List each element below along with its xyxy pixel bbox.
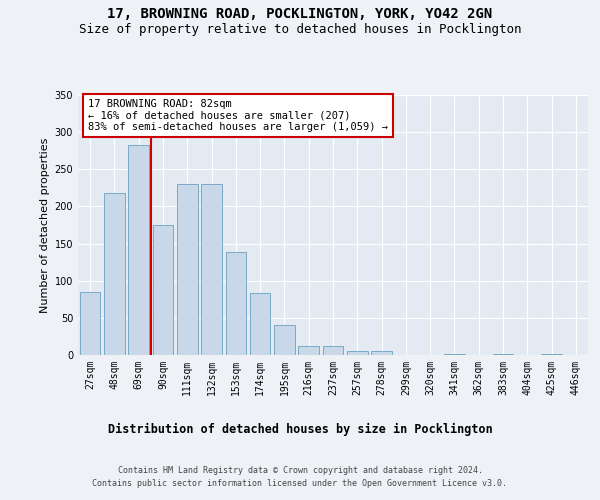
- Bar: [274, 326, 295, 355]
- Bar: [250, 294, 271, 355]
- Bar: [298, 346, 319, 355]
- Bar: [226, 252, 246, 355]
- Text: 17 BROWNING ROAD: 82sqm
← 16% of detached houses are smaller (207)
83% of semi-d: 17 BROWNING ROAD: 82sqm ← 16% of detache…: [88, 99, 388, 132]
- Text: Contains public sector information licensed under the Open Government Licence v3: Contains public sector information licen…: [92, 479, 508, 488]
- Bar: [80, 292, 100, 355]
- Text: 17, BROWNING ROAD, POCKLINGTON, YORK, YO42 2GN: 17, BROWNING ROAD, POCKLINGTON, YORK, YO…: [107, 8, 493, 22]
- Bar: [347, 352, 368, 355]
- Bar: [323, 346, 343, 355]
- Bar: [128, 145, 149, 355]
- Bar: [104, 193, 125, 355]
- Bar: [201, 184, 222, 355]
- Bar: [541, 354, 562, 355]
- Bar: [444, 354, 465, 355]
- Text: Distribution of detached houses by size in Pocklington: Distribution of detached houses by size …: [107, 422, 493, 436]
- Bar: [152, 225, 173, 355]
- Y-axis label: Number of detached properties: Number of detached properties: [40, 138, 50, 312]
- Bar: [371, 352, 392, 355]
- Text: Contains HM Land Registry data © Crown copyright and database right 2024.: Contains HM Land Registry data © Crown c…: [118, 466, 482, 475]
- Bar: [177, 184, 197, 355]
- Text: Size of property relative to detached houses in Pocklington: Size of property relative to detached ho…: [79, 22, 521, 36]
- Bar: [493, 354, 514, 355]
